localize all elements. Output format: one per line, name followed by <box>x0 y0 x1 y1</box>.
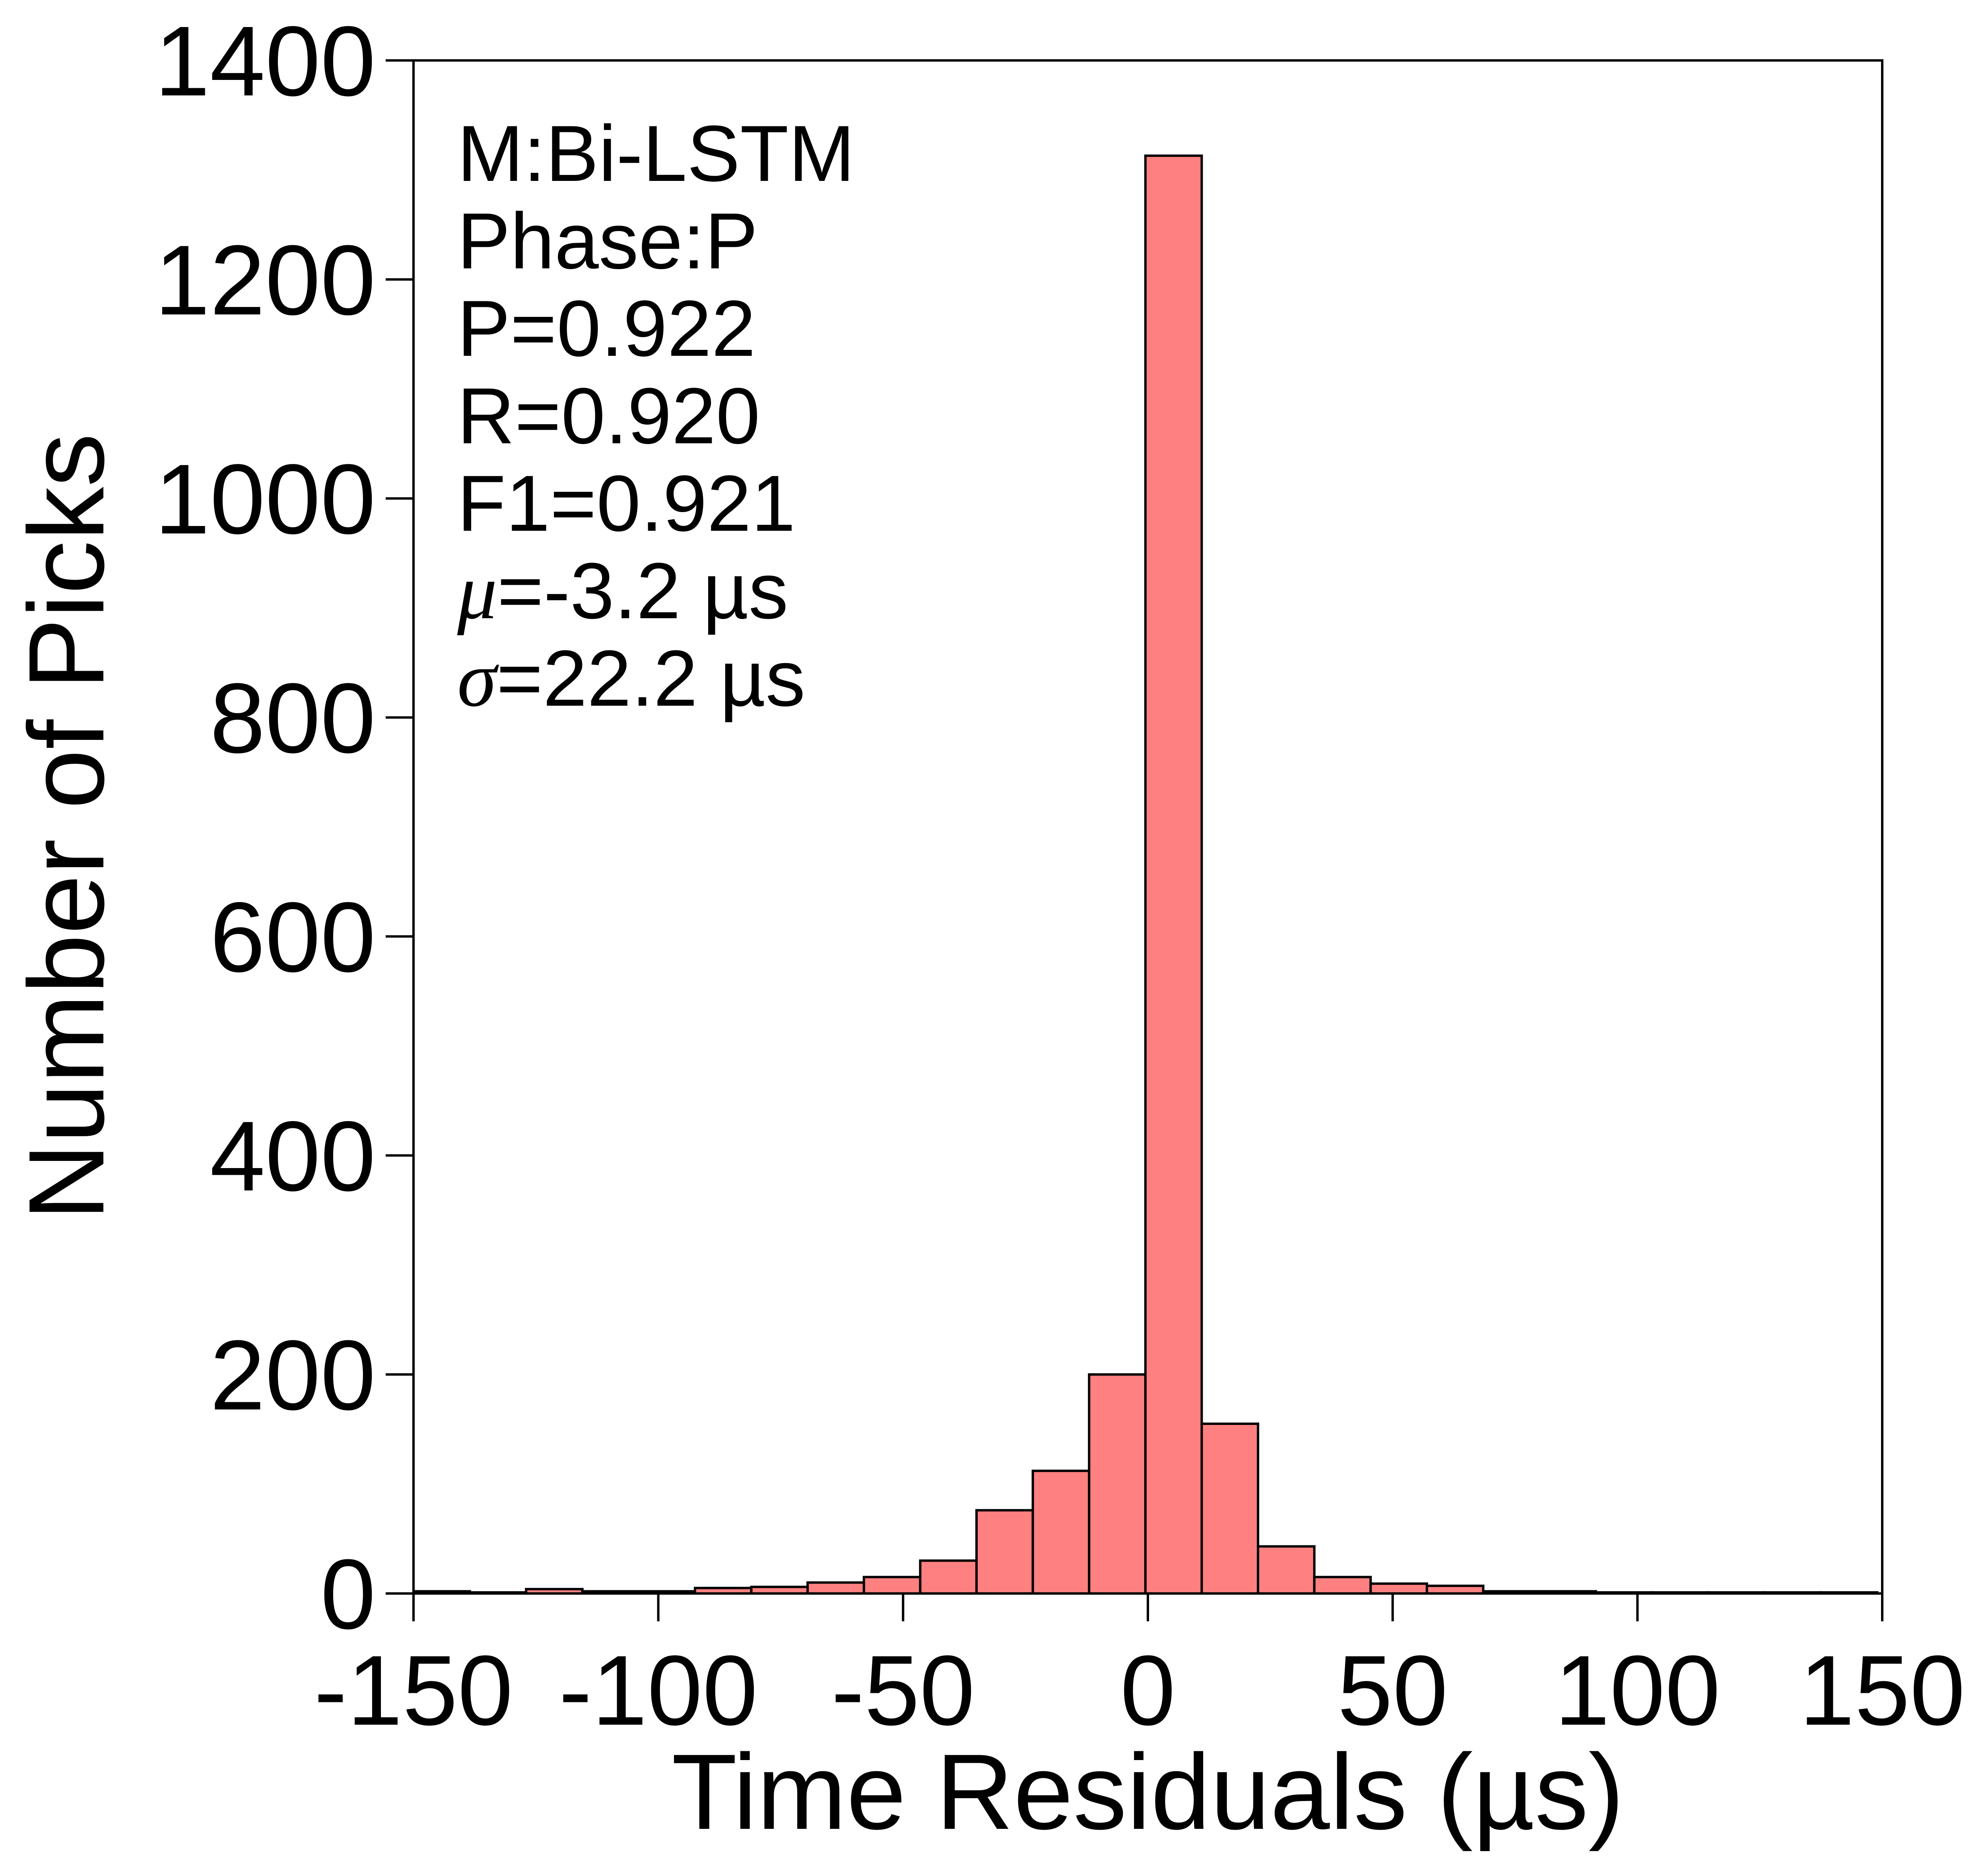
histogram-bar-8 <box>862 1576 922 1595</box>
annotation-f1: F1=0.921 <box>457 459 796 548</box>
y-axis-label: Number of Picks <box>7 433 126 1221</box>
annotation-model: M:Bi-LSTM <box>457 109 855 198</box>
annotation-precision: P=0.922 <box>457 284 756 373</box>
mu-value: =-3.2 µs <box>497 547 788 635</box>
histogram-bar-9 <box>919 1559 978 1595</box>
mu-symbol: μ <box>457 548 497 636</box>
y-tick-label: 1000 <box>155 444 376 555</box>
histogram-bar-16 <box>1313 1576 1372 1595</box>
x-tick-label: -150 <box>314 1635 513 1746</box>
sigma-symbol: σ <box>457 635 499 723</box>
histogram-bar-10 <box>975 1509 1034 1595</box>
y-axis: 0 200 400 600 800 1000 1200 1400 <box>155 6 414 1650</box>
annotation-phase: Phase:P <box>457 197 758 285</box>
histogram-bar-15 <box>1257 1545 1316 1595</box>
x-tick-label: 0 <box>1120 1635 1175 1746</box>
sigma-value: =22.2 µs <box>497 634 806 723</box>
annotation-sigma: σ=22.2 µs <box>457 634 806 723</box>
x-axis-label: Time Residuals (µs) <box>672 1732 1624 1852</box>
y-tick-label: 400 <box>210 1100 376 1211</box>
stats-annotation: M:Bi-LSTM Phase:P P=0.922 R=0.920 F1=0.9… <box>457 109 855 723</box>
y-tick-label: 600 <box>210 881 376 992</box>
y-tick-label: 200 <box>210 1320 376 1430</box>
histogram-bar-13 <box>1144 154 1203 1595</box>
x-tick-label: 100 <box>1555 1635 1720 1746</box>
x-tick-label: -100 <box>559 1635 757 1746</box>
y-tick-label: 800 <box>210 663 376 774</box>
histogram-bar-17 <box>1369 1582 1428 1595</box>
y-tick-label: 0 <box>320 1539 376 1650</box>
annotation-mu: μ=-3.2 µs <box>457 547 788 636</box>
histogram-bar-11 <box>1031 1469 1091 1595</box>
x-tick-label: -50 <box>831 1635 975 1746</box>
x-tick-label: 150 <box>1799 1635 1965 1746</box>
histogram-bar-12 <box>1088 1373 1147 1595</box>
y-tick-label: 1200 <box>155 225 376 336</box>
x-axis: -150 -100 -50 0 50 100 150 <box>314 1593 1965 1746</box>
histogram-bar-14 <box>1200 1423 1260 1595</box>
y-tick-label: 1400 <box>155 6 376 116</box>
annotation-recall: R=0.920 <box>457 372 760 460</box>
x-tick-label: 50 <box>1338 1635 1448 1746</box>
histogram-bar-7 <box>806 1581 865 1595</box>
